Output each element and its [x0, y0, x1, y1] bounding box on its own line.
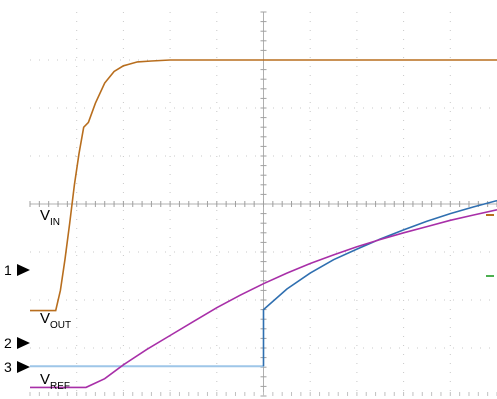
- channel-2-marker-label: 2: [4, 335, 12, 351]
- vin-trace: [30, 59, 497, 312]
- vref-trace: [30, 209, 497, 389]
- vin-label: VIN: [40, 207, 60, 228]
- channel-3-marker-icon: [17, 361, 30, 373]
- channel-3-marker-label: 3: [4, 359, 12, 375]
- grid: [29, 11, 497, 397]
- vref-label: VREF: [40, 371, 70, 392]
- channel-2-marker-icon: [17, 337, 30, 349]
- channel-1-marker-icon: [17, 264, 30, 276]
- vout-label: VOUT: [40, 310, 71, 331]
- traces: [30, 59, 497, 389]
- channel-1-marker-label: 1: [4, 262, 12, 278]
- vout-trace: [262, 199, 497, 367]
